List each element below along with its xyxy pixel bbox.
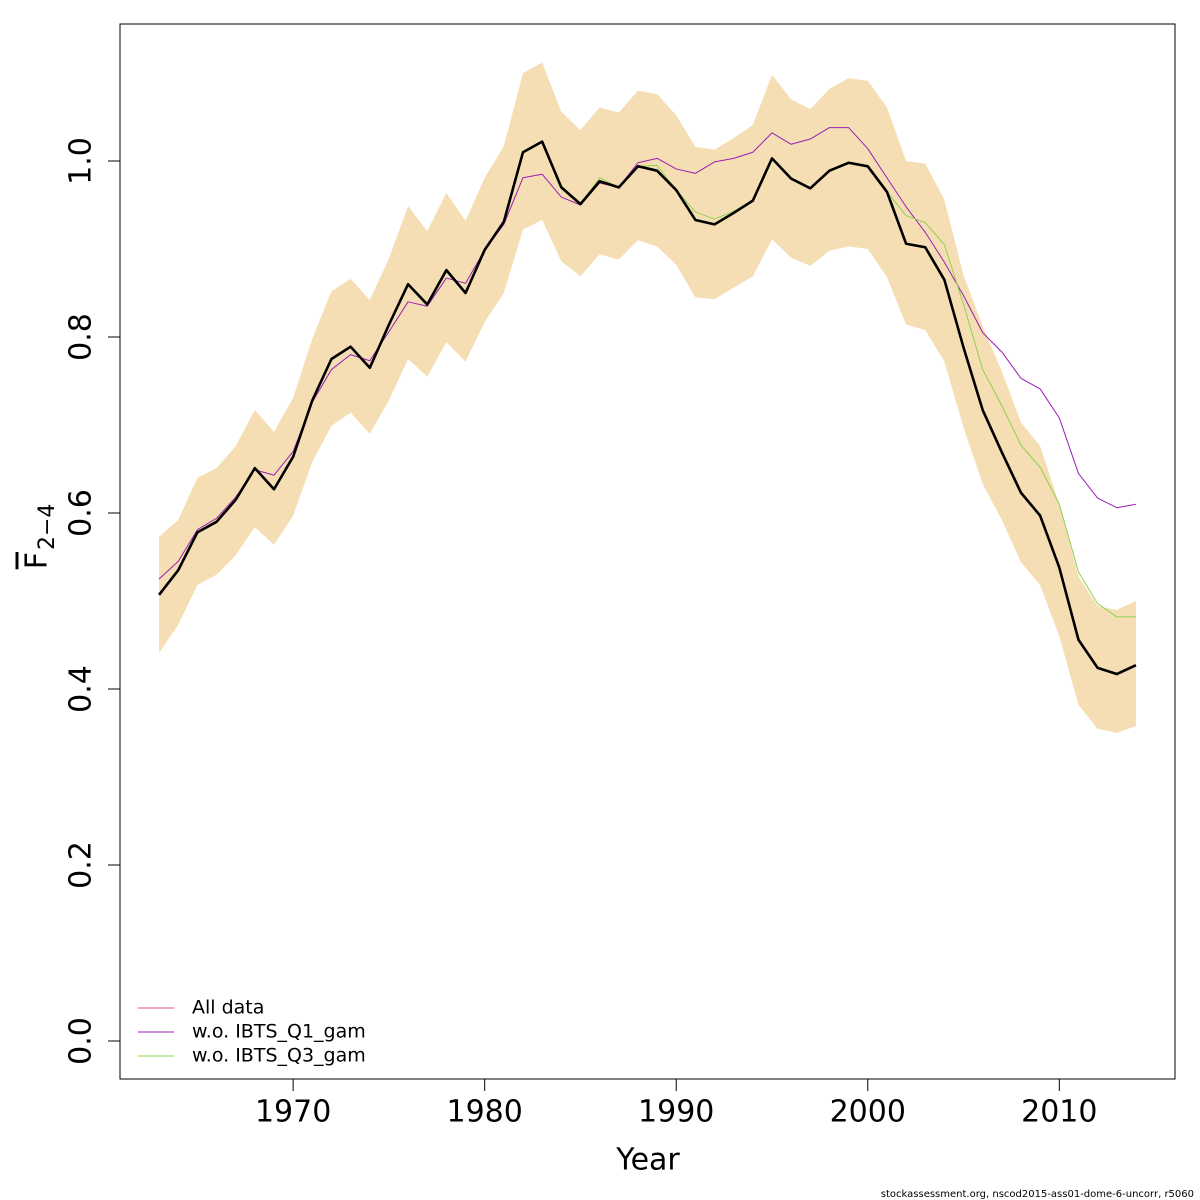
estimate-line bbox=[158, 140, 1137, 676]
y-tick-label: 0.2 bbox=[64, 841, 99, 889]
x-tick-label: 1980 bbox=[447, 1095, 523, 1130]
x-tick-label: 1990 bbox=[638, 1095, 714, 1130]
x-tick-label: 2000 bbox=[830, 1095, 906, 1130]
y-tick-label: 0.8 bbox=[64, 313, 99, 361]
y-axis-label-main: F bbox=[20, 552, 55, 569]
legend-label: w.o. IBTS_Q3_gam bbox=[192, 1045, 366, 1067]
y-tick-label: 1.0 bbox=[64, 137, 99, 185]
y-axis-label: F 2−4 bbox=[20, 504, 61, 570]
legend-label: All data bbox=[192, 997, 264, 1019]
footer: stockassessment.org, nscod2015-ass01-dom… bbox=[881, 1189, 1194, 1200]
series-line bbox=[158, 127, 1137, 580]
legend-label: w.o. IBTS_Q1_gam bbox=[192, 1021, 366, 1043]
y-axis-label-subscript: 2−4 bbox=[35, 504, 60, 550]
plot-border bbox=[119, 23, 1176, 1080]
y-tick-label: 0.0 bbox=[64, 1017, 99, 1065]
x-axis-label: Year bbox=[615, 1143, 680, 1178]
x-tick-label: 2010 bbox=[1021, 1095, 1097, 1130]
y-tick-label: 0.4 bbox=[64, 665, 99, 713]
y-tick-label: 0.6 bbox=[64, 489, 99, 537]
x-tick-label: 1970 bbox=[255, 1095, 331, 1130]
confidence-band bbox=[159, 62, 1136, 733]
plot-area bbox=[158, 62, 1137, 733]
